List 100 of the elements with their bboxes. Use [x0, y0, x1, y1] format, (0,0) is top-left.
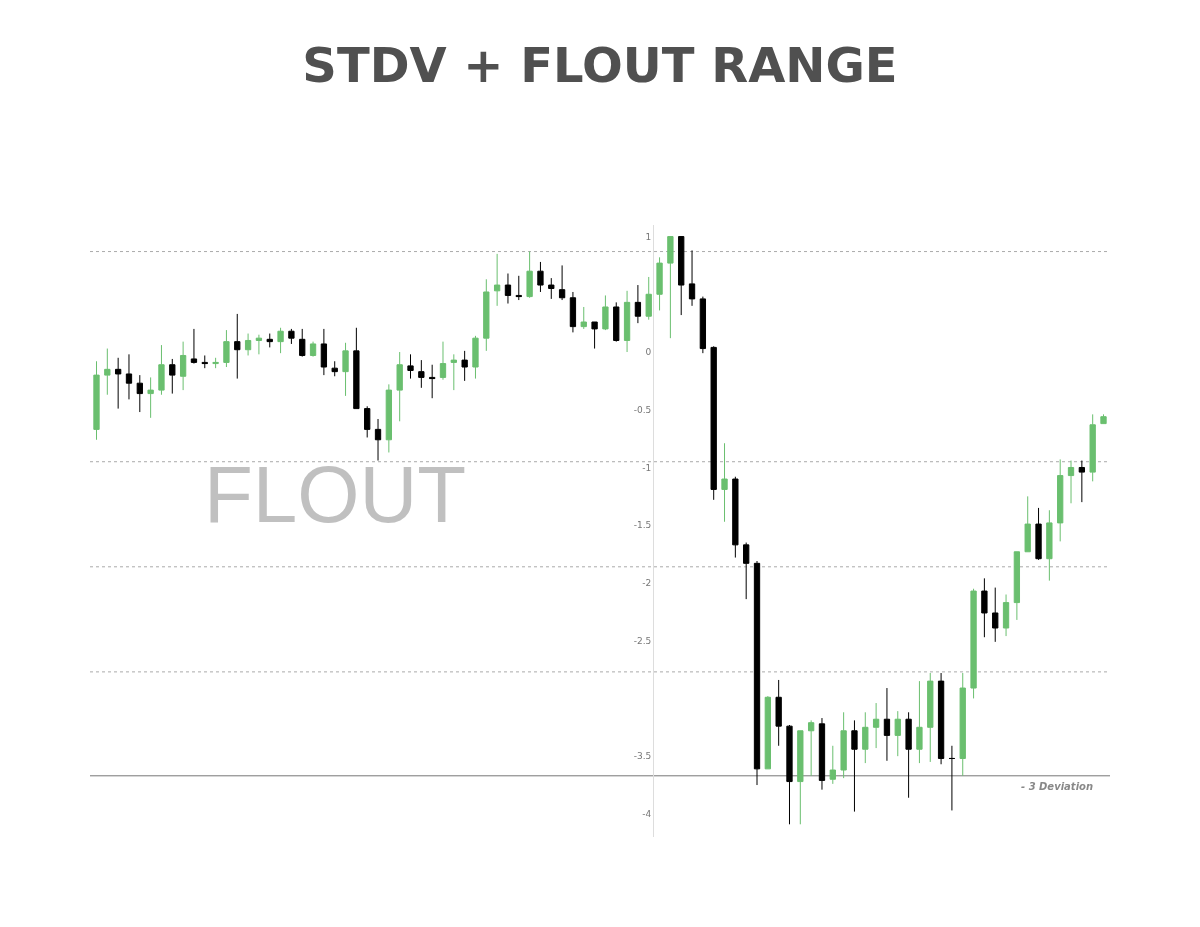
candlestick — [407, 353, 414, 380]
candlestick — [158, 344, 165, 396]
candlestick — [829, 745, 836, 785]
candlestick — [786, 724, 793, 825]
y-tick-label: 1 — [645, 231, 652, 242]
candlestick — [169, 358, 176, 395]
candlestick — [364, 405, 371, 438]
candlestick — [483, 278, 490, 352]
candlestick — [656, 256, 663, 311]
candlestick — [732, 476, 739, 559]
candlestick — [721, 442, 728, 523]
candlestick — [937, 672, 945, 765]
candlestick — [905, 711, 912, 799]
candlestick — [115, 357, 122, 410]
candlestick — [1035, 507, 1042, 561]
y-tick-label: -0.5 — [633, 404, 652, 415]
candlestick — [613, 301, 620, 343]
candlestick — [883, 687, 891, 762]
candlestick — [894, 710, 901, 757]
candlestick — [862, 711, 869, 764]
candlestick — [981, 577, 988, 638]
candlestick — [591, 321, 598, 350]
candlestick — [992, 587, 999, 643]
candlestick — [515, 275, 522, 301]
candlestick — [320, 328, 328, 376]
candlestick — [396, 351, 403, 422]
candlestick — [450, 353, 457, 391]
candlestick — [634, 284, 642, 324]
candlestick — [1078, 460, 1085, 503]
y-tick-label: -3.5 — [633, 751, 652, 762]
candlestick — [688, 249, 696, 307]
candlestick — [147, 376, 154, 419]
candlestick — [699, 296, 707, 354]
candlestick — [1089, 413, 1096, 482]
candlestick — [645, 276, 652, 321]
candlestick — [212, 357, 219, 369]
candlestick — [1002, 594, 1010, 637]
candlestick — [580, 306, 587, 330]
candlestick — [234, 313, 241, 380]
candlestick — [872, 702, 880, 749]
y-tick-label: -2.5 — [633, 635, 652, 646]
candlestick — [342, 342, 349, 397]
candlestick — [775, 679, 782, 747]
candlestick — [439, 341, 447, 381]
candlestick — [266, 333, 273, 348]
candlestick — [818, 717, 826, 791]
candlestick — [504, 273, 512, 305]
candlestick — [537, 261, 544, 293]
candlestick — [807, 719, 815, 777]
candlestick — [309, 341, 317, 358]
candlestick — [331, 360, 338, 377]
y-tick-label: -4 — [642, 809, 652, 820]
candlestick — [602, 294, 609, 331]
candlestick — [461, 350, 468, 382]
annotation: FLOUT — [204, 450, 467, 539]
candlestick — [244, 333, 252, 356]
candlestick — [1013, 551, 1021, 621]
candlestick — [201, 354, 208, 369]
candlestick — [1100, 413, 1107, 425]
candlestick — [277, 327, 284, 354]
candlestick — [255, 334, 263, 355]
candlestick — [916, 680, 923, 764]
candlestick — [104, 348, 111, 396]
candlestick — [753, 560, 761, 786]
candlestick — [93, 360, 100, 441]
candlestick — [493, 253, 501, 307]
candlestick — [136, 374, 143, 413]
candlestick — [743, 542, 750, 600]
y-tick-label: 0 — [645, 347, 652, 358]
candlestick — [385, 383, 393, 453]
candlestick — [472, 335, 479, 380]
y-tick-label: -1 — [642, 462, 652, 473]
candlestick — [429, 364, 436, 399]
candlestick — [558, 264, 566, 301]
candlestick — [959, 672, 966, 777]
candlestick — [569, 291, 577, 333]
candlestick — [764, 695, 771, 770]
candlestick — [288, 328, 295, 345]
candlestick — [223, 329, 230, 368]
candlestick — [418, 359, 425, 389]
candlestick — [353, 327, 360, 410]
candlestick — [190, 328, 198, 365]
candlestick — [851, 719, 858, 813]
y-tick-label: -2 — [642, 578, 652, 589]
candlestick — [970, 588, 977, 699]
candlestick — [623, 290, 631, 353]
candlestick — [678, 236, 685, 316]
ref-line-label: - 3 Deviation — [1021, 781, 1094, 792]
candlestick — [1057, 458, 1064, 542]
candlestick — [797, 730, 804, 825]
chart-title: STDV + FLOUT RANGE — [302, 36, 898, 93]
candlestick — [927, 672, 934, 763]
candlestick — [548, 277, 555, 300]
candlestick — [374, 418, 382, 462]
candlestick — [667, 236, 674, 339]
candlestick — [1046, 509, 1053, 582]
candlestick — [179, 341, 187, 391]
candlestick — [840, 711, 847, 779]
candlestick — [125, 353, 133, 400]
candlestick — [948, 745, 956, 811]
